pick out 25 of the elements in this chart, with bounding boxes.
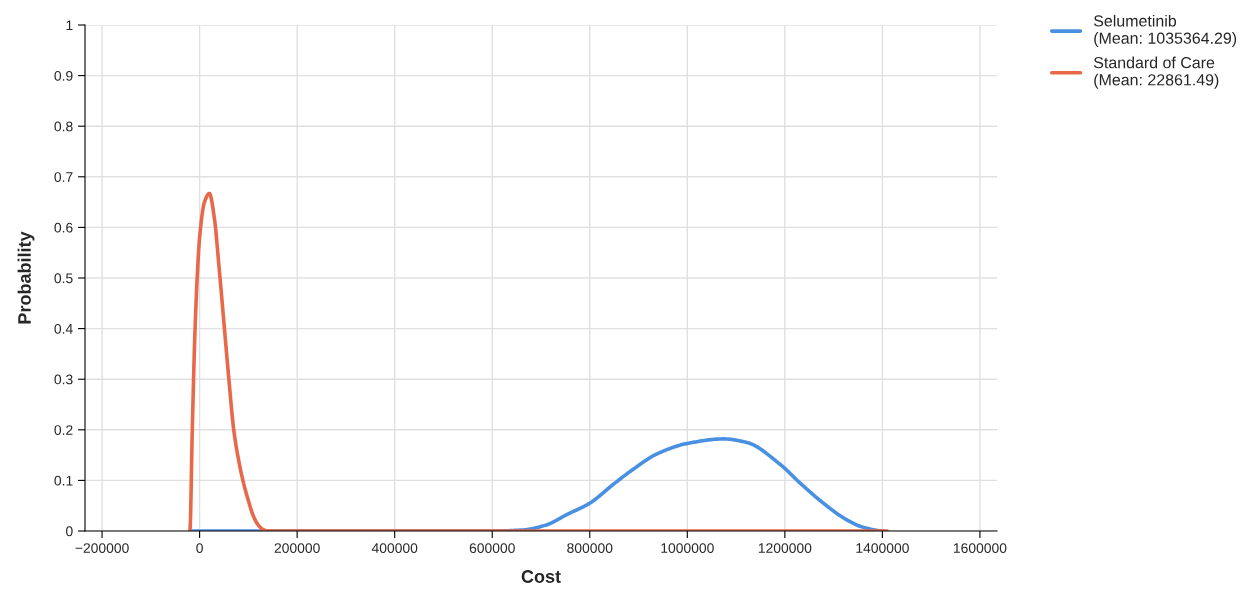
x-tick-label: 1200000 [758,543,812,554]
x-tick-label: 400000 [371,543,418,554]
y-tick-label: 0.1 [54,475,73,486]
x-tick-label: 800000 [567,543,613,554]
x-axis-title: Cost [521,570,561,583]
x-tick-label: 1600000 [953,543,1007,554]
y-tick-label: 0.7 [54,172,73,182]
x-tick-label: 0 [196,543,203,554]
y-tick-label: 0.3 [54,374,73,385]
y-tick-label: 0.6 [54,222,73,233]
x-tick-label: −200000 [75,543,129,554]
x-tick-label: 1000000 [661,543,714,554]
y-tick-label: 0.4 [54,323,73,334]
y-tick-label: 0 [66,526,73,537]
x-tick-label: 200000 [274,543,320,554]
y-tick-label: 0.8 [54,121,73,132]
y-tick-label: 0.9 [54,70,73,81]
legend-label: Standard of Care (Mean: 22861.49) [1093,56,1219,89]
y-tick-label: 1 [66,20,73,31]
y-tick-label: 0.5 [54,273,73,284]
y-axis-title: Probability [17,231,35,324]
legend-label: Selumetinib (Mean: 1035364.29) [1093,14,1237,47]
x-tick-label: 1400000 [856,543,909,554]
x-tick-label: 600000 [469,543,515,554]
y-tick-label: 0.2 [54,425,73,435]
